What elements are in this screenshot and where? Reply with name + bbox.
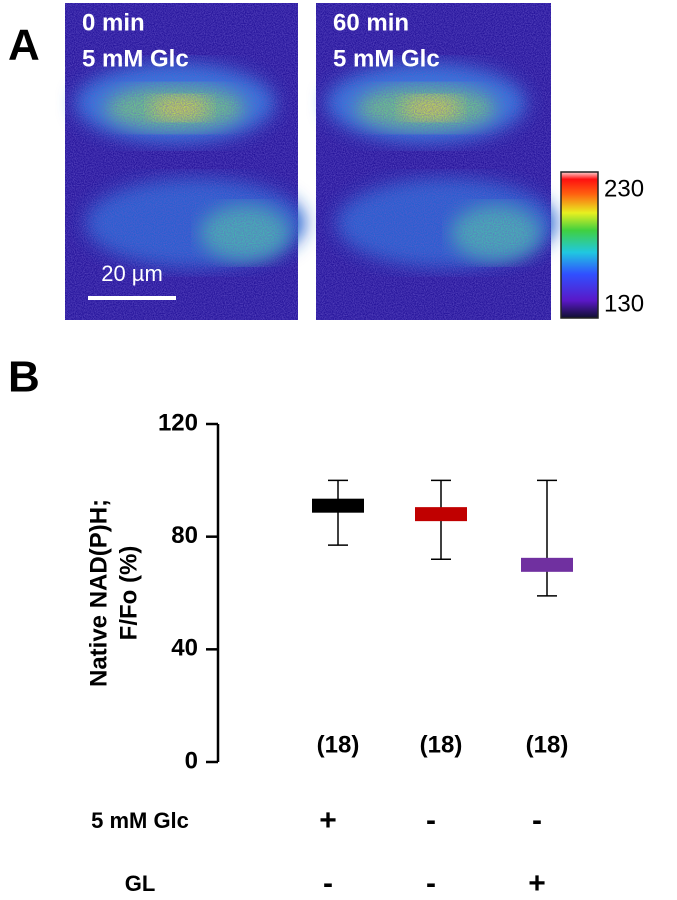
colorbar (560, 171, 599, 319)
n-label: (18) (317, 731, 360, 758)
mean-bar (312, 498, 364, 513)
condition-mark: - (323, 867, 333, 900)
scale-bar-label: 20 µm (101, 261, 163, 286)
y-axis-label: Native NAD(P)H; (85, 499, 112, 687)
condition-name: GL (125, 871, 156, 896)
condition-mark: + (319, 804, 337, 837)
mean-bar (415, 507, 467, 522)
condition-name: 5 mM Glc (91, 808, 189, 833)
image-time: 60 min (333, 9, 409, 36)
panel-label: A (8, 21, 40, 70)
y-tick-label: 0 (185, 747, 198, 774)
colorbar-min: 130 (604, 290, 644, 317)
y-tick-label: 80 (171, 522, 198, 549)
condition-mark: - (532, 804, 542, 837)
image-condition: 5 mM Glc (82, 45, 189, 72)
y-axis-label: F/Fo (%) (115, 546, 142, 641)
image-condition: 5 mM Glc (333, 45, 440, 72)
colorbar-max: 230 (604, 175, 644, 202)
image (316, 3, 556, 320)
panel-label: B (8, 353, 40, 402)
image (65, 3, 305, 320)
condition-mark: - (426, 867, 436, 900)
mean-bar (521, 557, 573, 572)
y-tick-label: 120 (158, 409, 198, 436)
image-time: 0 min (82, 9, 145, 36)
n-label: (18) (526, 731, 569, 758)
condition-mark: - (426, 804, 436, 837)
y-tick-label: 40 (171, 635, 198, 662)
scale-bar (88, 296, 176, 300)
condition-mark: + (528, 867, 546, 900)
n-label: (18) (420, 731, 463, 758)
